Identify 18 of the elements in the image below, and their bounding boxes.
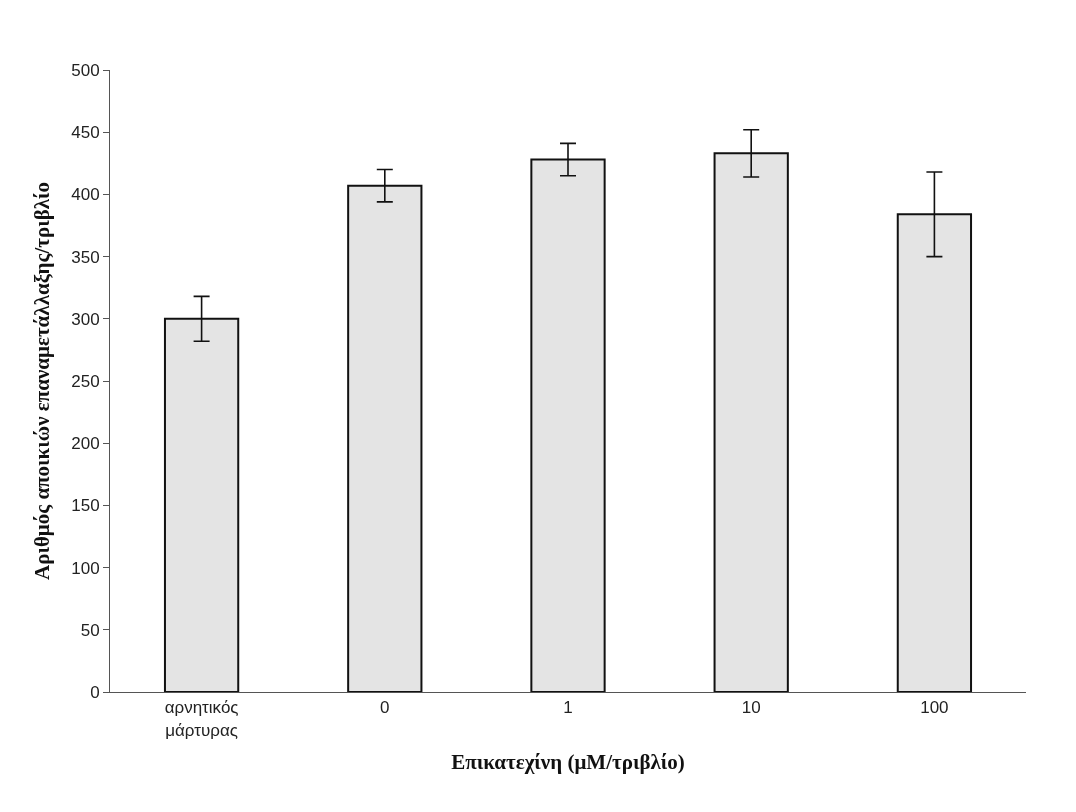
y-tick-label: 150 (71, 496, 100, 516)
y-tick-label: 200 (71, 434, 100, 454)
x-axis-title: Επικατεχίνη (μM/τριβλίο) (451, 749, 685, 774)
x-tick-label: 1 (563, 698, 573, 718)
x-tick-label: αρνητικός μάρτυρας (164, 698, 239, 740)
y-axis-title: Αριθμός αποικιών επαναμετάλλαξης/τριβλίο (30, 181, 55, 581)
y-tick-label: 100 (71, 558, 100, 578)
x-tick-label: 0 (380, 698, 390, 718)
y-tick-label: 50 (80, 620, 100, 640)
y-tick-label: 0 (90, 682, 100, 702)
x-tick-label: 10 (741, 698, 761, 718)
y-tick-label: 300 (71, 309, 100, 329)
x-tick-label: 100 (920, 698, 949, 718)
y-tick-label: 450 (71, 123, 100, 143)
y-tick-label: 400 (71, 185, 100, 205)
y-tick-label: 500 (71, 60, 100, 80)
y-tick-label: 350 (71, 247, 100, 267)
y-tick-label: 250 (71, 371, 100, 391)
